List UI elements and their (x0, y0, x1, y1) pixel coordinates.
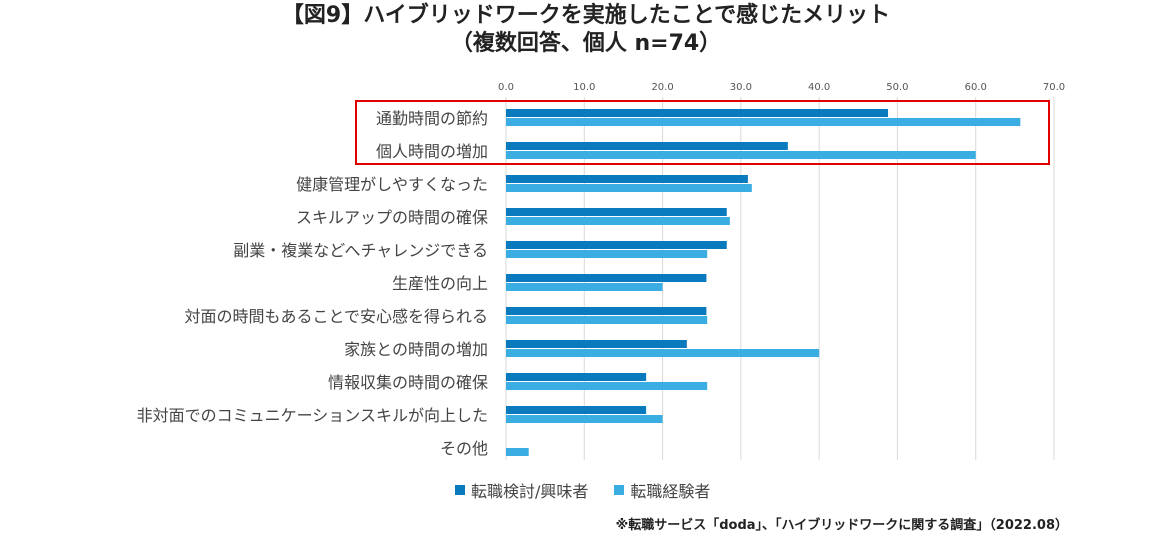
legend-item-series-2: 転職経験者 (614, 478, 710, 502)
legend: 転職検討/興味者 転職経験者 (455, 478, 710, 502)
legend-item-series-1: 転職検討/興味者 (455, 478, 588, 502)
bar-series-1 (506, 142, 788, 150)
chart-title: 【図9】ハイブリッドワークを実施したことで感じたメリット （複数回答、個人 n=… (0, 2, 1172, 58)
bar-series-2 (506, 250, 708, 258)
bar-series-1 (506, 241, 727, 249)
category-label: 生産性の向上 (392, 274, 488, 293)
legend-label-series-2: 転職経験者 (630, 482, 711, 501)
highlight-box (355, 100, 1050, 165)
legend-swatch-series-1 (455, 485, 465, 495)
bar-series-1 (506, 208, 727, 216)
legend-label-series-1: 転職検討/興味者 (471, 482, 589, 501)
category-label: 個人時間の増加 (376, 142, 488, 161)
bar-series-2 (506, 415, 663, 423)
bar-series-2 (506, 118, 1021, 126)
bar-series-1 (506, 340, 687, 348)
category-label: 副業・複業などへチャレンジできる (233, 241, 488, 260)
bar-series-2 (506, 448, 529, 456)
x-tick-label: 0.0 (498, 82, 514, 93)
category-label: 通勤時間の節約 (376, 109, 488, 128)
bar-series-2 (506, 151, 976, 159)
x-tick-label: 60.0 (965, 82, 987, 93)
bar-series-1 (506, 406, 647, 414)
category-label: 健康管理がしやすくなった (296, 175, 488, 194)
bar-series-1 (506, 109, 889, 117)
x-tick-label: 50.0 (886, 82, 908, 93)
x-tick-label: 10.0 (573, 82, 595, 93)
bar-chart: 0.0 10.0 20.0 30.0 40.0 50.0 60.0 70.0 通勤時間の節約個人… (137, 82, 1065, 460)
x-tick-label: 20.0 (651, 82, 673, 93)
bar-series-2 (506, 283, 663, 291)
bar-series-1 (506, 307, 707, 315)
category-label: 情報収集の時間の確保 (328, 373, 488, 392)
bar-series-2 (506, 316, 708, 324)
chart-title-line2: （複数回答、個人 n=74） (450, 31, 722, 56)
chart-title-line1: 【図9】ハイブリッドワークを実施したことで感じたメリット (281, 3, 891, 28)
bar-series-1 (506, 274, 707, 282)
category-label: 家族との時間の増加 (344, 340, 488, 359)
category-label: 対面の時間もあることで安心感を得られる (184, 307, 488, 326)
x-tick-label: 30.0 (730, 82, 752, 93)
x-tick-label: 70.0 (1043, 82, 1065, 93)
bar-series-1 (506, 373, 647, 381)
category-label: 非対面でのコミュニケーションスキルが向上した (137, 406, 488, 425)
legend-swatch-series-2 (614, 485, 625, 495)
bar-series-2 (506, 217, 730, 225)
bar-series-2 (506, 184, 752, 192)
category-label: スキルアップの時間の確保 (296, 208, 488, 227)
bar-series-2 (506, 382, 708, 390)
bar-series-1 (506, 175, 748, 183)
source-note: ※転職サービス「doda」、「ハイブリッドワークに関する調査」（2022.08） (615, 518, 1068, 533)
bar-series-2 (506, 349, 820, 357)
category-label: その他 (440, 439, 488, 458)
x-tick-label: 40.0 (808, 82, 830, 93)
